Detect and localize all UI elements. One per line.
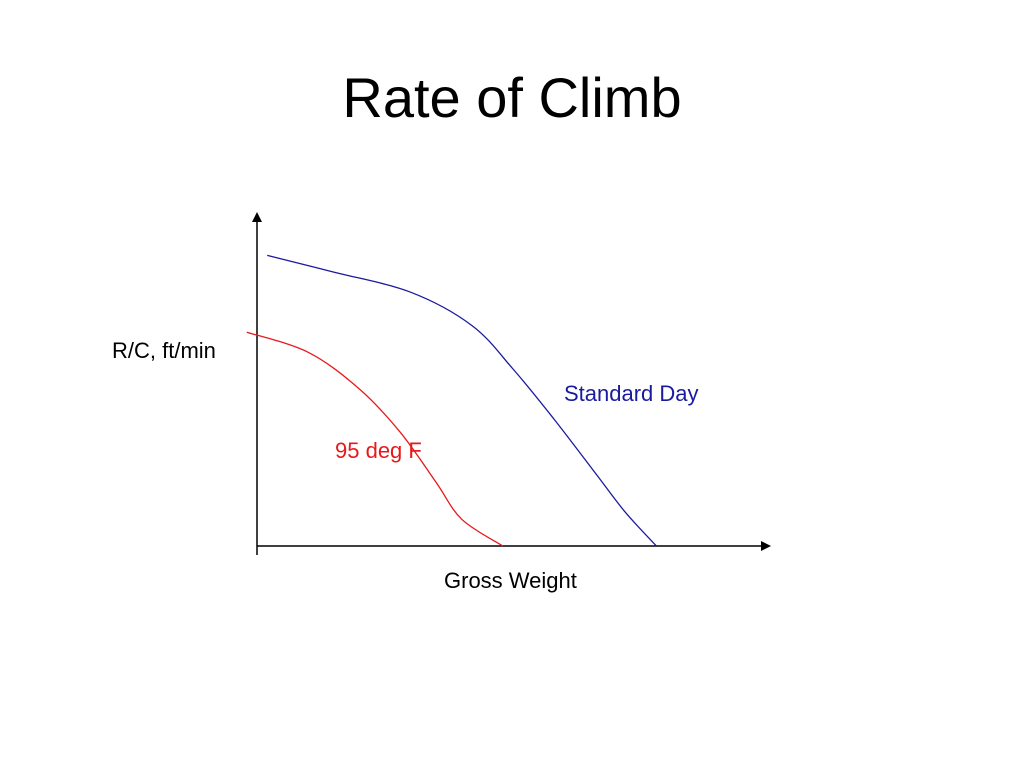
series-label-standard-day: Standard Day <box>564 381 699 406</box>
series-label-95-deg-f: 95 deg F <box>335 438 422 463</box>
series-layer: Standard Day 95 deg F <box>246 254 699 547</box>
series-line-standard-day <box>267 254 657 547</box>
x-axis-label: Gross Weight <box>444 568 577 593</box>
series-line-95-deg-f <box>246 331 504 547</box>
page-title: Rate of Climb <box>342 66 682 129</box>
y-axis-label: R/C, ft/min <box>112 338 216 363</box>
